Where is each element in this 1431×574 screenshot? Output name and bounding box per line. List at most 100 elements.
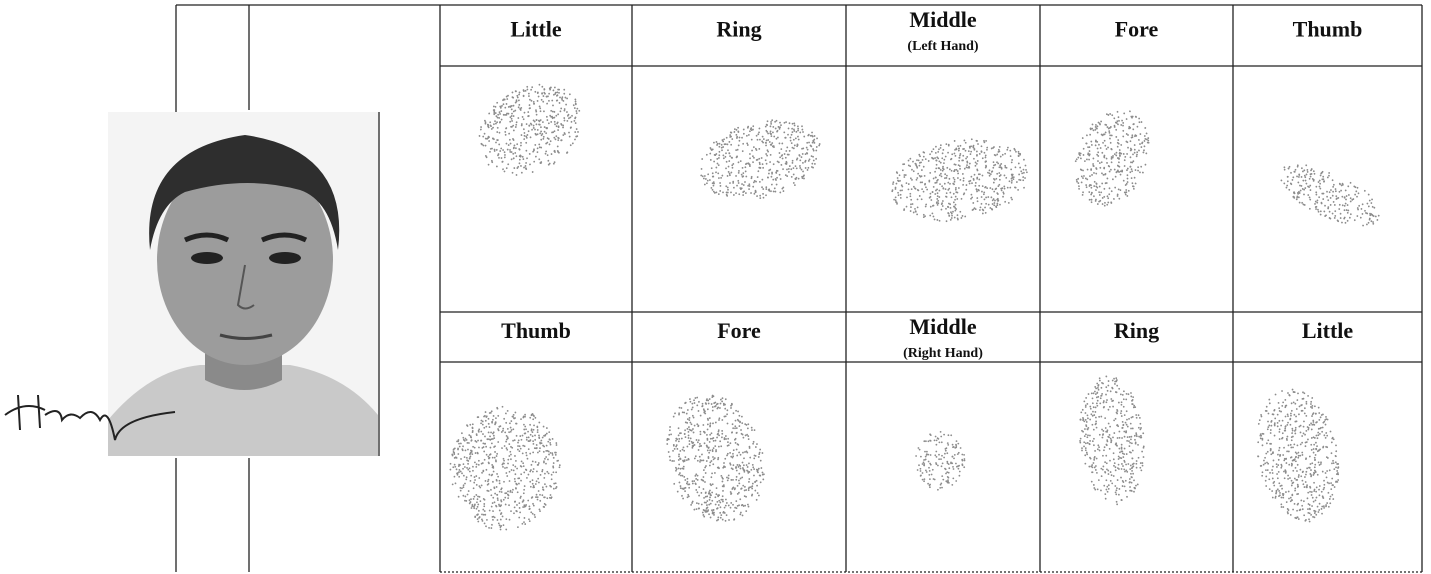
ridge-dot [925,203,927,205]
ridge-dot [737,466,739,468]
ridge-dot [692,482,694,484]
ridge-dot [1270,429,1272,431]
ridge-dot [1108,193,1110,195]
ridge-dot [802,131,804,133]
ridge-dot [1325,416,1327,418]
ridge-dot [714,445,716,447]
ridge-dot [758,456,760,458]
ridge-dot [1261,475,1263,477]
finger-label: Fore [717,318,761,343]
ridge-dot [1311,428,1313,430]
ridge-dot [738,182,740,184]
ridge-dot [459,445,461,447]
ridge-dot [1100,489,1102,491]
ridge-dot [1313,448,1315,450]
ridge-dot [686,445,688,447]
ridge-dot [1136,151,1138,153]
ridge-dot [1115,491,1117,493]
ridge-dot [778,152,780,154]
ridge-dot [486,454,488,456]
ridge-dot [1286,184,1288,186]
ridge-dot [1300,499,1302,501]
ridge-dot [1130,161,1132,163]
ridge-dot [765,194,767,196]
ridge-dot [476,484,478,486]
ridge-dot [551,478,553,480]
ridge-dot [721,480,723,482]
ridge-dot [800,168,802,170]
ridge-dot [717,458,719,460]
ridge-dot [711,403,713,405]
ridge-dot [1128,445,1130,447]
ridge-dot [1127,146,1129,148]
ridge-dot [1110,142,1112,144]
ridge-dot [709,449,711,451]
ridge-dot [571,115,573,117]
ridge-dot [1115,466,1117,468]
ridge-dot [1317,208,1319,210]
ridge-dot [897,192,899,194]
ridge-dot [1129,486,1131,488]
ridge-dot [1354,193,1356,195]
ridge-dot [1333,462,1335,464]
ridge-dot [1138,414,1140,416]
ridge-dot [733,449,735,451]
ridge-dot [1278,471,1280,473]
ridge-dot [669,429,671,431]
ridge-dot [725,514,727,516]
ridge-dot [1099,167,1101,169]
ridge-dot [700,492,702,494]
ridge-dot [545,456,547,458]
ridge-dot [536,151,538,153]
ridge-dot [760,467,762,469]
ridge-dot [484,435,486,437]
ridge-dot [1093,444,1095,446]
ridge-dot [1019,167,1021,169]
ridge-dot [979,206,981,208]
ridge-dot [688,440,690,442]
ridge-dot [1284,477,1286,479]
ridge-dot [476,498,478,500]
ridge-dot [687,437,689,439]
ridge-dot [1328,191,1330,193]
ridge-dot [514,466,516,468]
ridge-dot [706,460,708,462]
ridge-dot [518,483,520,485]
ridge-dot [538,490,540,492]
finger-label: Fore [1115,17,1159,42]
ridge-dot [559,110,561,112]
ridge-dot [527,111,529,113]
ridge-dot [1096,427,1098,429]
ridge-dot [1364,190,1366,192]
ridge-dot [750,469,752,471]
ridge-dot [1105,479,1107,481]
ridge-dot [740,160,742,162]
ridge-dot [1139,143,1141,145]
ridge-dot [1118,402,1120,404]
ridge-dot [718,417,720,419]
ridge-dot [749,456,751,458]
ridge-dot [742,485,744,487]
ridge-dot [481,513,483,515]
ridge-dot [1078,185,1080,187]
ridge-dot [1305,164,1307,166]
ridge-dot [557,139,559,141]
ridge-dot [729,507,731,509]
ridge-dot [1076,158,1078,160]
ridge-dot [802,162,804,164]
ridge-dot [1287,422,1289,424]
ridge-dot [949,207,951,209]
ridge-dot [797,128,799,130]
ridge-dot [484,522,486,524]
ridge-dot [711,500,713,502]
ridge-dot [951,217,953,219]
ridge-dot [669,456,671,458]
ridge-dot [744,166,746,168]
ridge-dot [692,431,694,433]
ridge-dot [729,174,731,176]
ridge-dot [1318,494,1320,496]
ridge-dot [710,187,712,189]
ridge-dot [578,110,580,112]
ridge-dot [1299,189,1301,191]
fingerprint [440,399,570,540]
